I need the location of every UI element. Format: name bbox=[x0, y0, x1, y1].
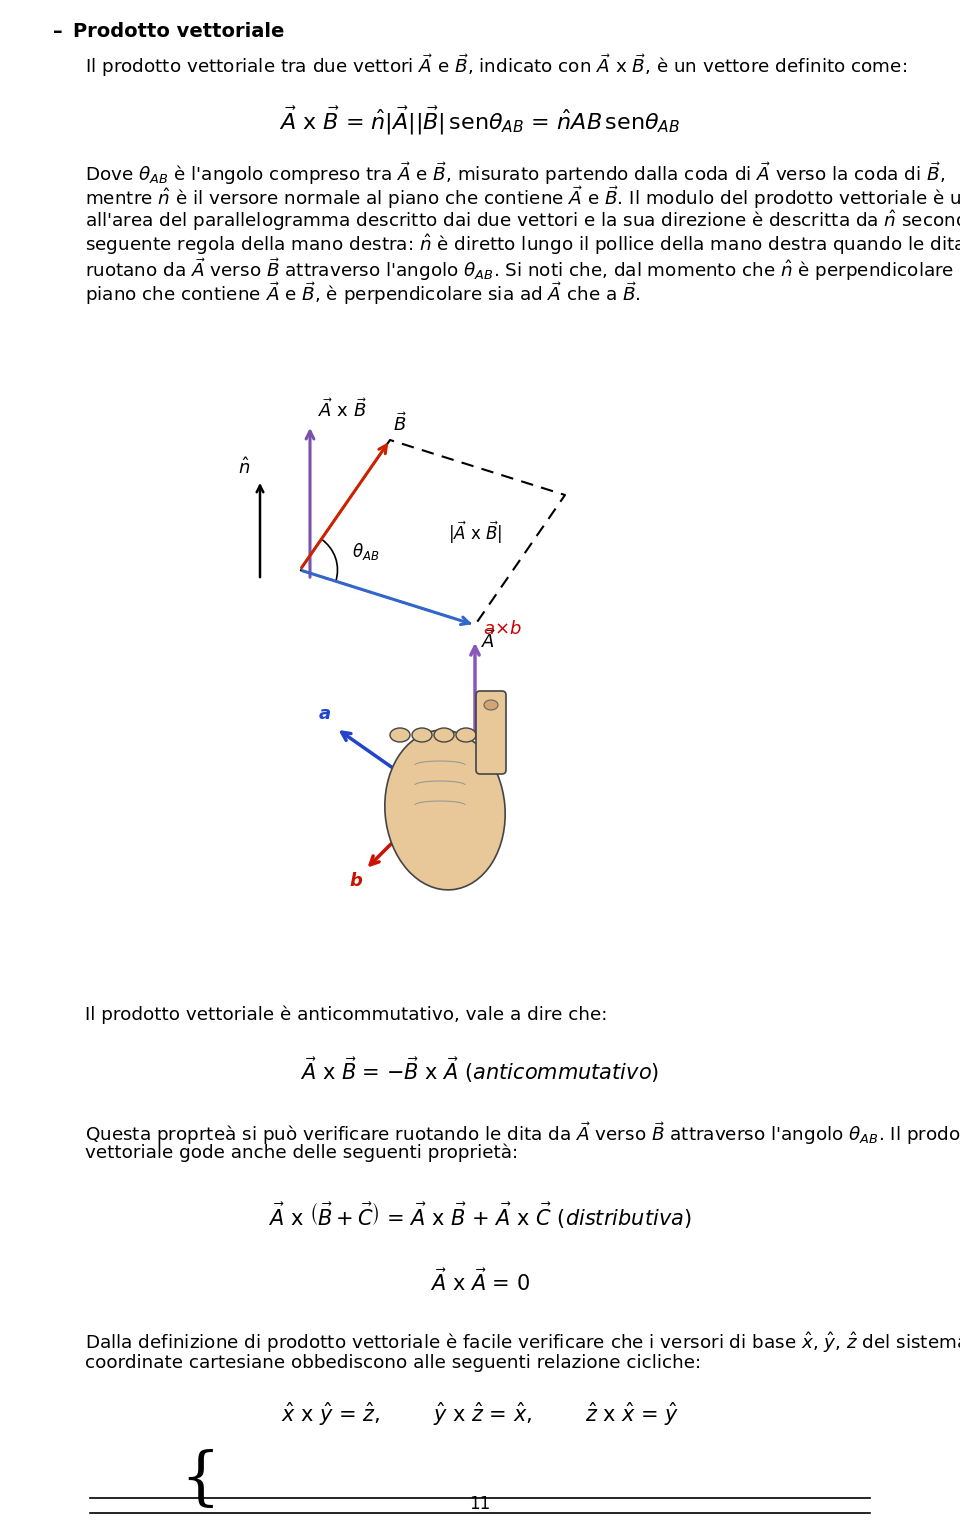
Text: all'area del parallelogramma descritto dai due vettori e la sua direzione è desc: all'area del parallelogramma descritto d… bbox=[85, 208, 960, 233]
Text: {: { bbox=[180, 1449, 220, 1510]
Text: $\vec{A}$ x $\vec{B}$ = $\hat{n}|\vec{A}||\vec{B}|\,\mathrm{sen}\theta_{AB}$ = $: $\vec{A}$ x $\vec{B}$ = $\hat{n}|\vec{A}… bbox=[279, 106, 681, 138]
Text: a$\times$b: a$\times$b bbox=[483, 620, 521, 638]
Text: $\hat{x}$ x $\hat{y}$ = $\hat{z}$,        $\hat{y}$ x $\hat{z}$ = $\hat{x}$,    : $\hat{x}$ x $\hat{y}$ = $\hat{z}$, $\hat… bbox=[281, 1400, 679, 1427]
FancyBboxPatch shape bbox=[476, 692, 506, 774]
Text: $|\vec{A}$ x $\vec{B}|$: $|\vec{A}$ x $\vec{B}|$ bbox=[447, 519, 502, 546]
Text: 11: 11 bbox=[469, 1495, 491, 1513]
Text: Questa proprteà si può verificare ruotando le dita da $\vec{A}$ verso $\vec{B}$ : Questa proprteà si può verificare ruotan… bbox=[85, 1120, 960, 1148]
Text: $\vec{A}$ x $\vec{B}$ = $-\vec{B}$ x $\vec{A}$ $\mathit{(anticommutativo)}$: $\vec{A}$ x $\vec{B}$ = $-\vec{B}$ x $\v… bbox=[300, 1056, 660, 1085]
Text: Il prodotto vettoriale tra due vettori $\vec{A}$ e $\vec{B}$, indicato con $\vec: Il prodotto vettoriale tra due vettori $… bbox=[85, 52, 907, 80]
Ellipse shape bbox=[390, 728, 410, 742]
Ellipse shape bbox=[385, 730, 505, 890]
Text: $\vec{B}$: $\vec{B}$ bbox=[393, 412, 407, 435]
Text: b: b bbox=[349, 872, 363, 890]
Text: Dalla definizione di prodotto vettoriale è facile verificare che i versori di ba: Dalla definizione di prodotto vettoriale… bbox=[85, 1330, 960, 1354]
Text: $\vec{A}$ x $\left(\vec{B}+\vec{C}\right)$ = $\vec{A}$ x $\vec{B}$ + $\vec{A}$ x: $\vec{A}$ x $\left(\vec{B}+\vec{C}\right… bbox=[268, 1200, 692, 1230]
Ellipse shape bbox=[412, 728, 432, 742]
Text: coordinate cartesiane obbediscono alle seguenti relazione cicliche:: coordinate cartesiane obbediscono alle s… bbox=[85, 1354, 701, 1372]
Text: mentre $\hat{n}$ è il versore normale al piano che contiene $\vec{A}$ e $\vec{B}: mentre $\hat{n}$ è il versore normale al… bbox=[85, 184, 960, 211]
Text: ruotano da $\vec{A}$ verso $\vec{B}$ attraverso l'angolo $\theta_{AB}$. Si noti : ruotano da $\vec{A}$ verso $\vec{B}$ att… bbox=[85, 256, 960, 283]
Ellipse shape bbox=[434, 728, 454, 742]
Text: $\vec{A}$: $\vec{A}$ bbox=[481, 629, 496, 652]
Text: piano che contiene $\vec{A}$ e $\vec{B}$, è perpendicolare sia ad $\vec{A}$ che : piano che contiene $\vec{A}$ e $\vec{B}$… bbox=[85, 280, 640, 308]
Text: vettoriale gode anche delle seguenti proprietà:: vettoriale gode anche delle seguenti pro… bbox=[85, 1144, 518, 1163]
Text: Il prodotto vettoriale è anticommutativo, vale a dire che:: Il prodotto vettoriale è anticommutativo… bbox=[85, 1005, 608, 1024]
Text: $\vec{A}$ x $\vec{B}$: $\vec{A}$ x $\vec{B}$ bbox=[318, 398, 368, 421]
Text: Dove $\theta_{AB}$ è l'angolo compreso tra $\vec{A}$ e $\vec{B}$, misurato parte: Dove $\theta_{AB}$ è l'angolo compreso t… bbox=[85, 161, 945, 187]
Text: a: a bbox=[319, 705, 331, 724]
Text: Prodotto vettoriale: Prodotto vettoriale bbox=[73, 21, 284, 41]
Text: $\theta_{AB}$: $\theta_{AB}$ bbox=[352, 542, 379, 562]
Text: –: – bbox=[53, 21, 62, 41]
Ellipse shape bbox=[484, 701, 498, 710]
Ellipse shape bbox=[456, 728, 476, 742]
Text: $\vec{A}$ x $\vec{A}$ = 0: $\vec{A}$ x $\vec{A}$ = 0 bbox=[430, 1268, 530, 1294]
Text: $\hat{n}$: $\hat{n}$ bbox=[238, 457, 251, 477]
Text: seguente regola della mano destra: $\hat{n}$ è diretto lungo il pollice della ma: seguente regola della mano destra: $\hat… bbox=[85, 233, 960, 257]
